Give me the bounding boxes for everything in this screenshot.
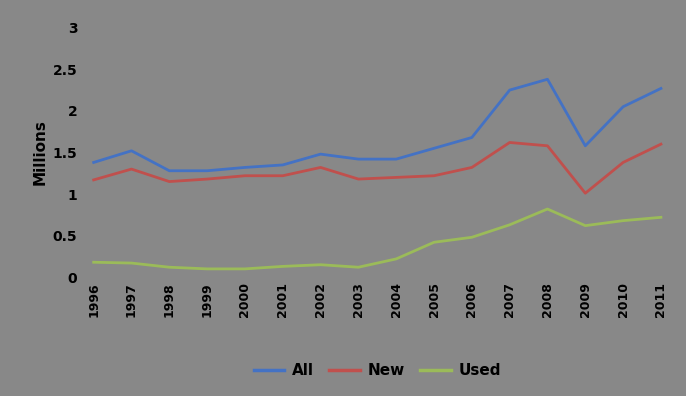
All [128,148,136,153]
All [468,135,476,140]
New [128,167,136,171]
New [619,160,627,165]
Used [354,265,362,270]
Used [543,207,552,211]
Legend: All, New, Used: All, New, Used [248,357,507,385]
All [619,105,627,109]
All [657,86,665,91]
All [430,146,438,151]
All [543,77,552,82]
Used [392,257,401,261]
All [241,165,249,170]
New [165,179,174,184]
Used [657,215,665,220]
Used [128,261,136,265]
All [392,157,401,162]
New [581,191,589,196]
New [241,173,249,178]
All [316,152,324,156]
New [392,175,401,180]
New [90,177,98,182]
Y-axis label: Millions: Millions [32,120,47,185]
All [581,143,589,148]
Used [279,264,287,269]
Used [203,267,211,271]
New [468,165,476,170]
Used [581,223,589,228]
New [203,177,211,181]
New [279,173,287,178]
Used [241,267,249,271]
Used [165,265,174,270]
Line: All: All [94,79,661,171]
New [354,177,362,181]
Used [90,260,98,265]
All [90,160,98,165]
New [543,143,552,148]
New [657,142,665,147]
New [506,140,514,145]
All [354,157,362,162]
Line: Used: Used [94,209,661,269]
Used [468,235,476,240]
Used [506,223,514,227]
Used [619,218,627,223]
Used [430,240,438,245]
All [203,168,211,173]
New [316,165,324,170]
Used [316,262,324,267]
Line: New: New [94,143,661,193]
All [279,162,287,167]
All [506,88,514,93]
New [430,173,438,178]
All [165,168,174,173]
